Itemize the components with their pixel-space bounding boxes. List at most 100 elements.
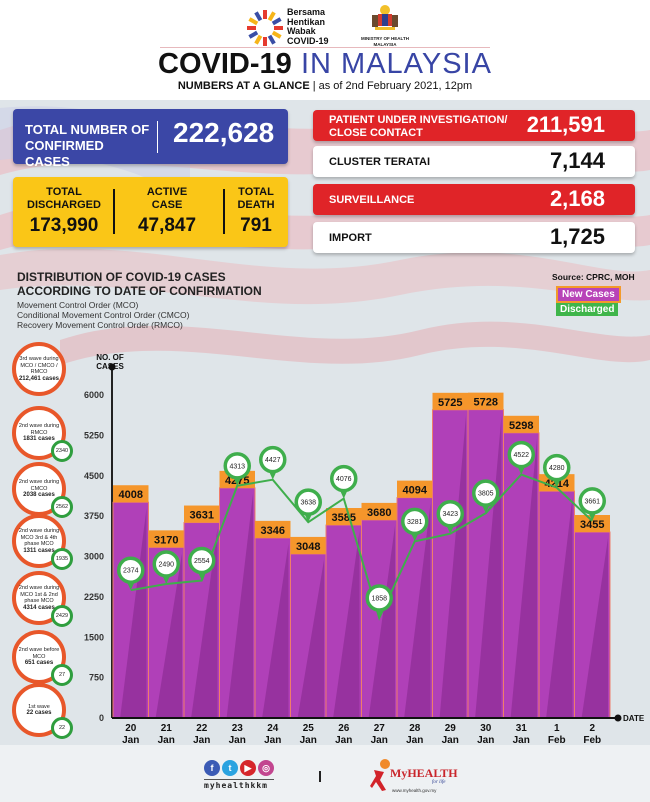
bar-label-bg — [361, 502, 397, 520]
death-value: 791 — [240, 215, 272, 236]
summary-card: TOTAL DISCHARGED 173,990 ACTIVE CASE 47,… — [13, 177, 288, 247]
category-row-import: IMPORT 1,725 — [313, 222, 635, 253]
bar-shade — [120, 508, 147, 718]
wave-discharged-badge: 22 — [51, 717, 73, 739]
active-value: 47,847 — [137, 215, 197, 236]
y-tick-label: 750 — [89, 673, 104, 683]
page-subtitle: NUMBERS AT A GLANCE | as of 2nd February… — [0, 80, 650, 92]
bar-shade — [581, 538, 608, 718]
bar-value-label: 3631 — [190, 510, 214, 522]
youtube-icon[interactable]: ▶ — [240, 760, 256, 776]
subtitle-bold: NUMBERS AT A GLANCE — [177, 80, 310, 92]
bar-value-label: 5298 — [509, 420, 533, 432]
category-value: 1,725 — [549, 224, 605, 249]
discharged-point: 1858 — [365, 584, 393, 618]
wave-count: 1311 cases — [23, 547, 55, 554]
discharged-point: 4522 — [507, 440, 535, 475]
discharged-value: 173,990 — [29, 215, 99, 236]
pin-head — [365, 584, 393, 612]
header: Bersama Hentikan Wabak COVID-19 MINISTRY… — [0, 0, 650, 100]
discharged-stat: TOTAL DISCHARGED 173,990 — [19, 186, 109, 237]
facebook-icon[interactable]: f — [204, 760, 220, 776]
bar-shade — [155, 553, 182, 718]
instagram-icon[interactable]: ◎ — [258, 760, 274, 776]
bar-value-label: 3585 — [332, 512, 356, 524]
y-tick-label: 2250 — [84, 592, 104, 602]
ministry-logo: MINISTRY OF HEALTH MALAYSIA — [350, 4, 420, 48]
x-tick-day: 31 — [516, 723, 528, 734]
wave-label: 2nd wave during MCO 3rd & 4th phase MCO — [18, 528, 60, 547]
bar-label-bg — [184, 505, 220, 523]
runner-icon — [370, 759, 390, 791]
brand-name: MyHEALTH — [390, 766, 458, 780]
discharged-point: 2554 — [188, 546, 216, 581]
x-tick-month: Feb — [583, 735, 601, 746]
discharged-point: 3661 — [578, 487, 606, 521]
card-divider — [157, 121, 158, 153]
legend-new-cases: New Cases — [556, 286, 621, 303]
pin-head — [507, 440, 535, 469]
discharged-value-label: 3661 — [584, 498, 600, 505]
bar-shade — [475, 415, 502, 718]
discharged-value-label: 3423 — [442, 511, 458, 518]
twitter-icon[interactable]: t — [222, 760, 238, 776]
x-tick-day: 26 — [338, 723, 350, 734]
bar-value-label: 3048 — [296, 541, 320, 553]
y-tick-label: 5250 — [84, 430, 104, 440]
category-value: 7,144 — [549, 148, 605, 173]
wave-circle: 2nd wave before MCO 651 cases — [12, 630, 66, 684]
social-handle[interactable]: myhealthkkm — [204, 779, 274, 790]
death-label: TOTAL DEATH — [237, 186, 275, 211]
bar-label-bg — [255, 520, 291, 538]
bar-value-label: 3455 — [580, 519, 604, 531]
myhealth-logo: MyHEALTH for life www.myhealth.gov.my — [370, 758, 458, 798]
discharged-value-label: 2374 — [123, 568, 139, 575]
source-note: Source: CPRC, MOH — [552, 272, 635, 282]
bar-value-label: 4008 — [119, 489, 143, 501]
discharged-value-label: 4280 — [549, 465, 565, 472]
header-divider — [160, 47, 490, 48]
discharged-point: 4076 — [330, 464, 358, 499]
y-tick-label: 4500 — [84, 471, 104, 481]
discharged-point: 4280 — [543, 453, 571, 488]
discharged-point: 2374 — [117, 556, 145, 591]
coat-of-arms-icon — [372, 5, 398, 30]
x-tick-day: 25 — [303, 723, 315, 734]
campaign-logo-text: Bersama Hentikan Wabak COVID-19 — [287, 7, 329, 46]
x-tick-day: 30 — [480, 723, 492, 734]
pin-head — [152, 550, 180, 578]
confirmed-value: 222,628 — [173, 117, 275, 148]
x-tick-day: 29 — [445, 723, 457, 734]
x-tick-day: 1 — [554, 723, 560, 734]
bar-label-bg — [326, 508, 362, 526]
x-tick-month: Jan — [300, 735, 317, 746]
cases-chart: NO. OF CASES 0 750 1500 2250 3000 3750 4500 5250 6… — [84, 353, 645, 746]
x-tick-day: 27 — [374, 723, 386, 734]
pin-head — [294, 488, 322, 516]
x-tick-day: 22 — [196, 723, 208, 734]
pin-head — [578, 487, 606, 515]
x-tick-month: Jan — [264, 735, 281, 746]
wave-label: 2nd wave during MCO 1st & 2nd phase MCO — [18, 585, 60, 604]
wave-count: 2038 cases — [23, 492, 55, 499]
wave-label: 2nd wave during RMCO — [18, 423, 60, 436]
brand-url[interactable]: www.myhealth.gov.my — [392, 788, 437, 793]
x-tick-month: Jan — [158, 735, 175, 746]
active-label: ACTIVE CASE — [146, 186, 188, 211]
y-tick-label: 0 — [99, 713, 104, 723]
bar-value-label: 5728 — [474, 397, 498, 409]
category-row-surveillance: SURVEILLANCE 2,168 — [313, 184, 635, 215]
x-tick-day: 23 — [232, 723, 244, 734]
pin-head — [259, 445, 287, 474]
card-divider — [113, 189, 115, 234]
category-label: PATIENT UNDER INVESTIGATION/ CLOSE CONTA… — [329, 114, 508, 139]
bar-value-label: 3346 — [261, 525, 285, 537]
y-tick-label: 3750 — [84, 511, 104, 521]
discharged-point: 2490 — [152, 550, 180, 584]
bar-shade — [510, 438, 537, 718]
wave-discharged-badge: 27 — [51, 664, 73, 686]
x-tick-month: Jan — [442, 735, 459, 746]
wave-discharged-badge: 2562 — [51, 496, 73, 518]
bar-label-bg — [113, 485, 149, 503]
bar-shade — [191, 528, 218, 718]
